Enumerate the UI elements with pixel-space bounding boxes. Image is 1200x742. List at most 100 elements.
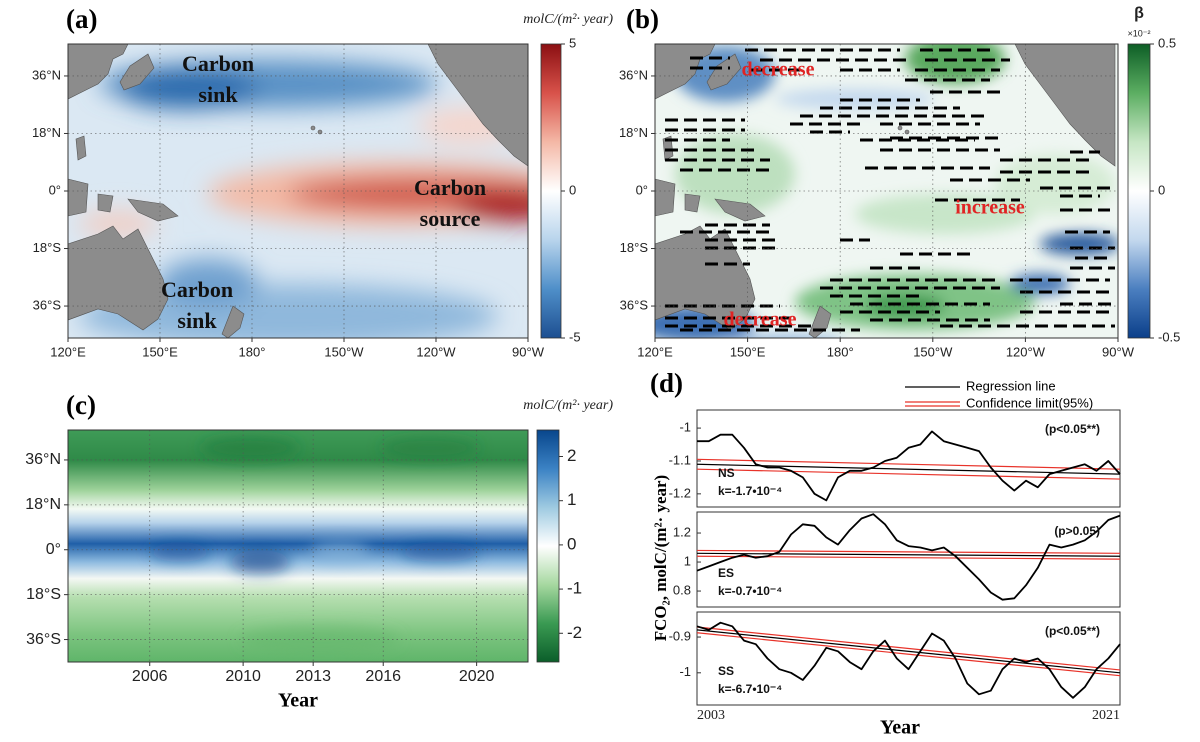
x-tick-label: 2003: [697, 708, 725, 723]
y-tick-label: -1.2: [669, 485, 691, 500]
annotation: Carbon: [414, 175, 486, 200]
annotation: decrease: [724, 309, 797, 331]
y-tick-label: -1: [679, 420, 691, 435]
x-tick-label: 180°: [827, 344, 854, 359]
series-line: [696, 513, 1121, 601]
x-tick-label: 2020: [459, 668, 495, 685]
colorbar-tick-label: 1: [567, 490, 576, 509]
colorbar: [540, 43, 562, 339]
y-tick-label: -1.1: [669, 452, 691, 467]
slope-label: k=-6.7•10⁻⁴: [718, 682, 782, 696]
annotation: decrease: [742, 59, 815, 81]
x-tick-label: 90°W: [512, 344, 545, 359]
x-axis-label: Year: [880, 717, 920, 739]
plot-frame: [696, 511, 1121, 608]
confidence-line: [696, 626, 1121, 671]
colorbar-tick-label: 5: [569, 35, 576, 50]
x-tick-label: 2021: [1092, 708, 1120, 723]
colorbar-tick-label: 0: [567, 534, 576, 553]
y-tick-label: 0°: [636, 182, 648, 197]
y-tick-label: 36°S: [620, 297, 649, 312]
y-tick-label: 36°N: [619, 67, 648, 82]
x-tick-label: 180°: [239, 344, 266, 359]
panel-label: (a): [66, 4, 97, 34]
plot-frame: [696, 409, 1121, 508]
regression-line: [696, 552, 1121, 557]
x-tick-label: 150°W: [324, 344, 364, 359]
y-tick-label: -1: [679, 664, 691, 679]
y-tick-label: 1.2: [673, 524, 691, 539]
colorbar-tick-label: 0.5: [1158, 35, 1176, 50]
y-tick-label: 18°S: [33, 240, 62, 255]
annotation: source: [420, 206, 481, 231]
confidence-line: [696, 458, 1121, 470]
y-tick-label: 36°S: [26, 631, 61, 648]
region-label: SS: [718, 664, 734, 678]
p-value-label: (p>0.05): [1054, 524, 1100, 538]
colorbar-tick-label: -0.5: [1158, 329, 1180, 344]
p-value-label: (p<0.05**): [1045, 422, 1100, 436]
colorbar-tick-label: -5: [569, 329, 581, 344]
y-tick-label: -0.9: [669, 628, 691, 643]
map-field: [655, 44, 1118, 338]
x-tick-label: 2010: [225, 668, 261, 685]
colorbar-tick-label: -1: [567, 579, 582, 598]
y-axis-label: FCO₂, molC/(m²· year): [651, 475, 670, 641]
plot-frame: [67, 429, 529, 663]
confidence-line: [696, 549, 1121, 554]
plot-frame: [696, 611, 1121, 706]
y-tick-label: 36°S: [33, 297, 62, 312]
significance-hatching: [665, 48, 1115, 332]
colorbar: [1127, 43, 1151, 339]
x-tick-label: 120°E: [637, 344, 673, 359]
x-tick-label: 2006: [132, 668, 168, 685]
legend-label: Regression line: [966, 378, 1056, 393]
x-tick-label: 120°W: [1006, 344, 1046, 359]
colorbar: [536, 429, 560, 663]
x-tick-label: 2013: [295, 668, 331, 685]
y-tick-label: 18°S: [26, 586, 61, 603]
x-tick-label: 150°E: [142, 344, 178, 359]
regression-line: [696, 463, 1121, 475]
plot-layer: 120°E 150°E 180° 150°W 120°W 90°W 36°N 18°N 0° 18…: [25, 4, 1180, 738]
map-field: [68, 44, 528, 338]
x-tick-label: 150°E: [730, 344, 766, 359]
region-label: ES: [718, 566, 734, 580]
unit-label: molC/(m²· year): [523, 398, 613, 413]
x-tick-label: 90°W: [1102, 344, 1135, 359]
y-tick-label: 1: [684, 553, 691, 568]
annotation: sink: [198, 82, 238, 107]
colorbar-tick-label: 2: [567, 446, 576, 465]
annotation: Carbon: [161, 277, 233, 302]
plot-frame: [654, 43, 1119, 339]
x-tick-label: 2016: [365, 668, 401, 685]
y-tick-label: 18°S: [620, 240, 649, 255]
y-tick-label: 18°N: [32, 125, 61, 140]
x-tick-label: 120°E: [50, 344, 86, 359]
colorbar-title: β: [1134, 5, 1144, 22]
confidence-line: [696, 468, 1121, 480]
y-tick-label: 0°: [46, 541, 61, 558]
panel-label: (d): [650, 368, 683, 398]
y-tick-label: 18°N: [25, 496, 61, 513]
regression-line: [696, 629, 1121, 674]
annotation: increase: [955, 197, 1025, 219]
plot-frame: [67, 43, 529, 339]
unit-label: molC/(m²· year): [523, 12, 613, 27]
hovmoller-field: [68, 430, 528, 662]
slope-label: k=-0.7•10⁻⁴: [718, 584, 782, 598]
colorbar-tick-label: 0: [1158, 182, 1165, 197]
x-axis-label: Year: [278, 690, 318, 712]
p-value-label: (p<0.05**): [1045, 624, 1100, 638]
colorbar-tick-label: 0: [569, 182, 576, 197]
y-tick-label: 36°N: [25, 451, 61, 468]
y-tick-label: 36°N: [32, 67, 61, 82]
panel-label: (c): [66, 390, 96, 420]
y-tick-label: 18°N: [619, 125, 648, 140]
colorbar-scale: ×10⁻²: [1127, 28, 1150, 38]
series-line: [696, 621, 1121, 699]
x-tick-label: 150°W: [913, 344, 953, 359]
slope-label: k=-1.7•10⁻⁴: [718, 484, 782, 498]
